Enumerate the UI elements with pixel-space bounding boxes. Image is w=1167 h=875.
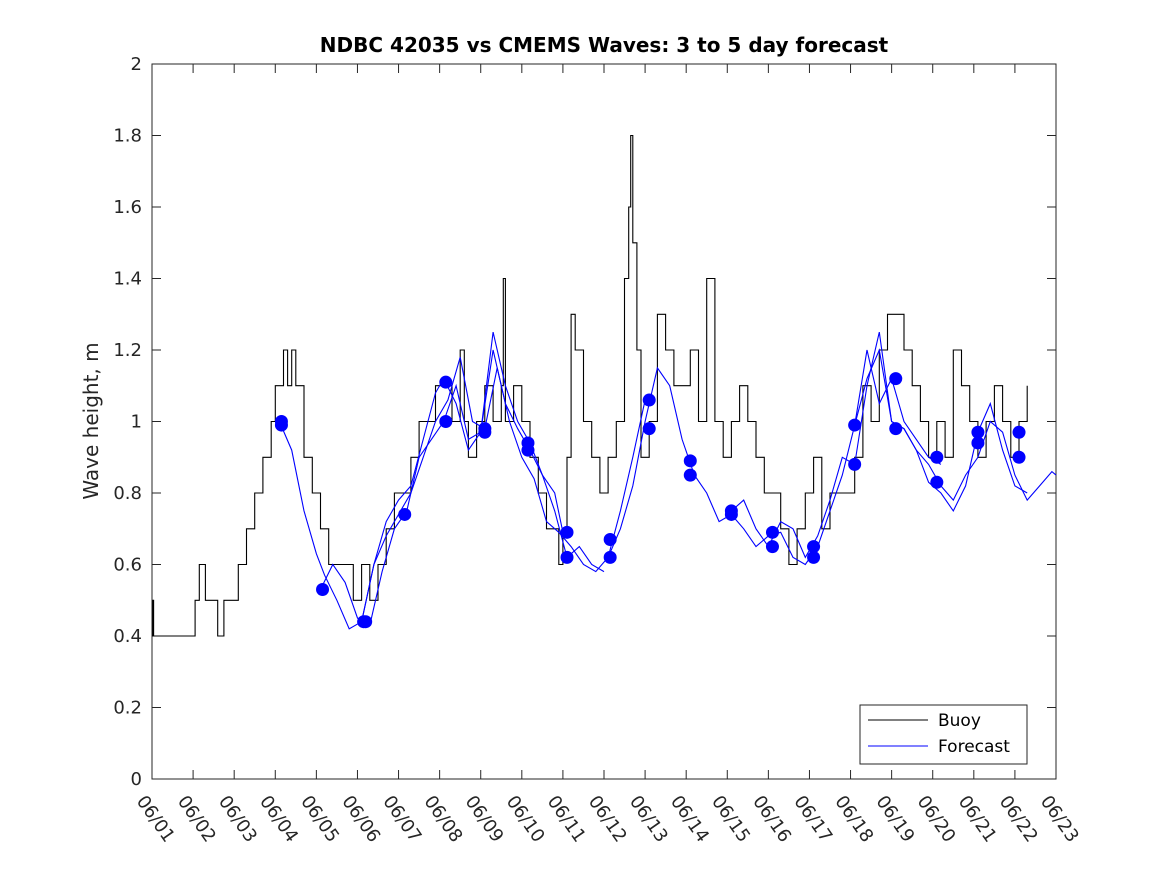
forecast-marker	[642, 393, 656, 407]
y-tick-label: 0.2	[113, 698, 142, 719]
forecast-marker	[971, 425, 985, 439]
forecast-marker	[560, 525, 574, 539]
forecast-marker	[1012, 425, 1026, 439]
chart-title: NDBC 42035 vs CMEMS Waves: 3 to 5 day fo…	[320, 33, 889, 57]
y-tick-label: 0	[131, 769, 142, 790]
forecast-marker	[848, 418, 862, 432]
forecast-marker	[930, 475, 944, 489]
forecast-line-1	[278, 331, 564, 630]
y-tick-label: 2	[131, 54, 142, 75]
forecast-marker	[683, 468, 697, 482]
forecast-marker	[765, 525, 779, 539]
y-tick-label: 1.6	[113, 197, 142, 218]
forecast-marker	[439, 415, 453, 428]
y-tick-label: 1	[131, 412, 142, 433]
y-tick-label: 0.6	[113, 555, 142, 576]
plot-area	[151, 63, 1057, 780]
forecast-marker	[889, 422, 903, 436]
forecast-marker	[439, 375, 453, 389]
forecast-marker	[848, 457, 862, 471]
forecast-marker	[560, 550, 574, 564]
forecast-line-3	[361, 357, 646, 622]
legend-label-forecast: Forecast	[938, 737, 1010, 757]
y-tick-label: 1.8	[113, 126, 142, 147]
forecast-marker	[603, 532, 617, 546]
legend-box	[859, 704, 1028, 765]
forecast-marker	[478, 425, 492, 439]
series-layer	[152, 134, 1057, 637]
forecast-marker	[316, 583, 330, 597]
y-axis-label: Wave height, m	[79, 342, 103, 499]
buoy-line	[152, 134, 1028, 637]
forecast-marker	[274, 418, 288, 432]
forecast-marker	[724, 507, 738, 521]
forecast-marker	[807, 540, 821, 554]
y-tick-label: 0.4	[113, 626, 142, 647]
forecast-marker	[765, 540, 779, 554]
forecast-marker	[807, 550, 821, 564]
forecast-marker	[889, 372, 903, 386]
legend: Buoy Forecast	[859, 704, 1028, 765]
forecast-line-6	[854, 348, 1057, 502]
forecast-marker	[359, 615, 373, 629]
forecast-marker	[1012, 450, 1026, 464]
forecast-marker	[642, 422, 656, 436]
y-tick-label: 1.4	[113, 269, 142, 290]
forecast-marker	[521, 443, 535, 457]
forecast-marker	[930, 450, 944, 464]
y-tick-label: 0.8	[113, 483, 142, 504]
forecast-marker	[971, 436, 985, 450]
y-tick-label: 1.2	[113, 340, 142, 361]
forecast-marker	[683, 454, 697, 468]
y-axis: 0 0.2 0.4 0.6 0.8 1 1.2 1.4 1.6 1.8 2	[113, 54, 1056, 790]
forecast-marker	[603, 550, 617, 564]
legend-label-buoy: Buoy	[938, 711, 981, 731]
forecast-marker	[398, 507, 412, 521]
